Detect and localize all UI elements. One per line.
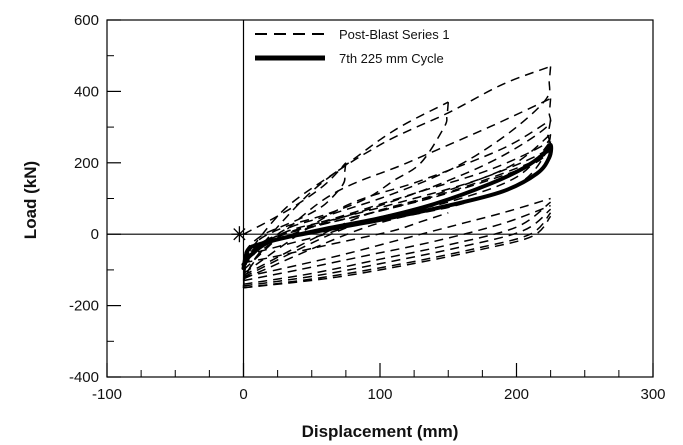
post-blast-cycle-2-unloading	[242, 102, 450, 264]
legend: Post-Blast Series 1 7th 225 mm Cycle	[255, 27, 450, 66]
post-blast-cycle-6-unloading	[242, 134, 552, 287]
tick-labels: -100 0 100 200 300 -400 -200 0 200 400 600	[69, 12, 666, 403]
post-blast-cycle-3-loading	[242, 65, 551, 267]
y-tick-label: 200	[74, 155, 99, 172]
series-group	[241, 65, 554, 289]
y-tick-label: 400	[74, 83, 99, 100]
post-blast-cycle-5-reverse	[243, 201, 552, 285]
x-tick-label: 300	[640, 386, 665, 403]
x-tick-label: 200	[504, 386, 529, 403]
post-blast-cycle-8-loading	[243, 144, 552, 280]
y-axis-title: Load (kN)	[21, 161, 40, 239]
7th-cycle-line	[241, 142, 554, 271]
y-tick-label: -200	[69, 298, 99, 315]
post-blast-cycle-6-reverse	[243, 208, 552, 287]
legend-label-post-blast: Post-Blast Series 1	[339, 27, 450, 42]
post-blast-cycle-7-reverse	[243, 212, 552, 289]
post-blast-cycle-6-loading	[243, 133, 552, 276]
y-tick-label: -400	[69, 369, 99, 386]
asterisk-marker	[231, 226, 248, 243]
marker-group	[231, 226, 248, 243]
x-axis-title: Displacement (mm)	[302, 422, 459, 441]
post-blast-cycle-3-unloading	[242, 66, 552, 278]
x-tick-label: 0	[239, 386, 247, 403]
post-blast-cycle-2-loading	[242, 101, 449, 260]
post-blast-cycle-3-reverse	[243, 197, 551, 278]
axis-ticks	[106, 19, 654, 378]
y-tick-label: 600	[74, 12, 99, 29]
post-blast-cycle-7-loading	[243, 140, 552, 278]
post-blast-cycle-4-loading	[243, 97, 551, 271]
post-blast-cycle-8-unloading	[242, 144, 552, 288]
post-blast-cycle-1-loading	[243, 162, 347, 235]
x-tick-label: 100	[367, 386, 392, 403]
post-blast-cycle-1-reverse	[243, 226, 347, 257]
x-tick-label: -100	[92, 386, 122, 403]
post-blast-cycle-2-reverse	[243, 212, 449, 264]
asterisk-stroke	[233, 228, 246, 241]
y-tick-label: 0	[91, 226, 99, 243]
legend-label-7th-cycle: 7th 225 mm Cycle	[339, 51, 444, 66]
